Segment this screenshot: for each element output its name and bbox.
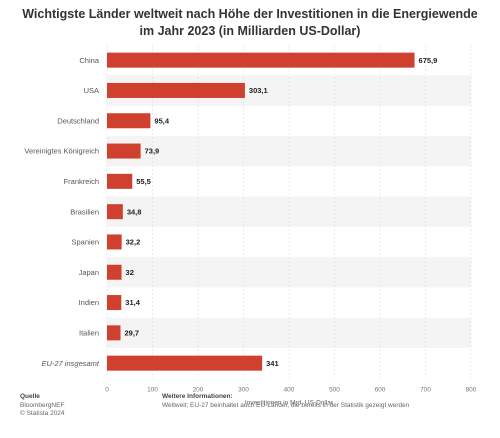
value-label: 303,1 [249, 86, 268, 95]
value-label: 95,4 [154, 116, 169, 125]
x-axis-title: Investitionen in Mrd. US-Dollar [245, 399, 334, 406]
value-label: 34,8 [127, 207, 142, 216]
category-label: Japan [79, 268, 99, 277]
bar [107, 82, 245, 98]
category-labels: China USA Deutschland Vereinigtes Königreic… [24, 56, 100, 368]
value-label: 32,2 [126, 238, 141, 247]
source-line: BloombergNEF [20, 401, 65, 409]
x-tick-label: 800 [466, 386, 477, 393]
category-label: Brasilien [70, 207, 99, 216]
x-tick-label: 200 [193, 386, 204, 393]
x-tick-labels: 0 100 200 300 400 500 600 700 800 [105, 386, 477, 393]
value-labels: 675,9 303,1 95,4 73,9 55,5 34,8 32,2 32 31,4 29,7… [125, 56, 438, 368]
bar [107, 173, 133, 189]
info-block: Weitere Informationen: Weltweit; EU-27 b… [162, 393, 482, 410]
x-tick-label: 700 [420, 386, 431, 393]
category-label: China [79, 56, 99, 65]
source-line: © Statista 2024 [20, 410, 65, 417]
category-label: Frankreich [64, 177, 99, 186]
bar [107, 113, 151, 129]
category-label: Spanien [71, 238, 99, 247]
value-label: 341 [266, 359, 279, 368]
x-tick-label: 100 [147, 386, 158, 393]
category-label: Indien [79, 298, 99, 307]
bar [107, 325, 121, 341]
category-label: Vereinigtes Königreich [24, 147, 99, 156]
value-label: 31,4 [125, 298, 140, 307]
value-label: 55,5 [136, 177, 151, 186]
category-label: USA [84, 86, 99, 95]
bar [107, 295, 122, 311]
category-label: Italien [79, 328, 99, 337]
source-heading: Quelle [20, 393, 40, 400]
bar [107, 264, 122, 280]
x-tick-label: 400 [284, 386, 295, 393]
bar [107, 355, 263, 371]
source-block: Quelle BloombergNEF © Statista 2024 [20, 393, 65, 419]
category-label: EU-27 insgesamt [41, 359, 99, 368]
value-label: 32 [126, 268, 134, 277]
x-tick-label: 500 [329, 386, 340, 393]
x-tick-label: 0 [105, 386, 109, 393]
bar [107, 143, 141, 159]
info-heading: Weitere Informationen: [162, 393, 233, 400]
value-label: 29,7 [125, 328, 140, 337]
bar [107, 52, 415, 68]
x-tick-label: 600 [375, 386, 386, 393]
gridlines [106, 45, 472, 379]
bar [107, 234, 122, 250]
chart-title: Wichtigste Länder weltweit nach Höhe der… [22, 7, 478, 38]
value-label: 73,9 [145, 147, 160, 156]
x-tick-label: 300 [238, 386, 249, 393]
category-label: Deutschland [57, 116, 99, 125]
info-text: Weltweit; EU-27 beinhaltet auch EU-Lände… [162, 401, 410, 409]
bar [107, 204, 123, 220]
value-label: 675,9 [419, 56, 438, 65]
bars [107, 52, 415, 371]
